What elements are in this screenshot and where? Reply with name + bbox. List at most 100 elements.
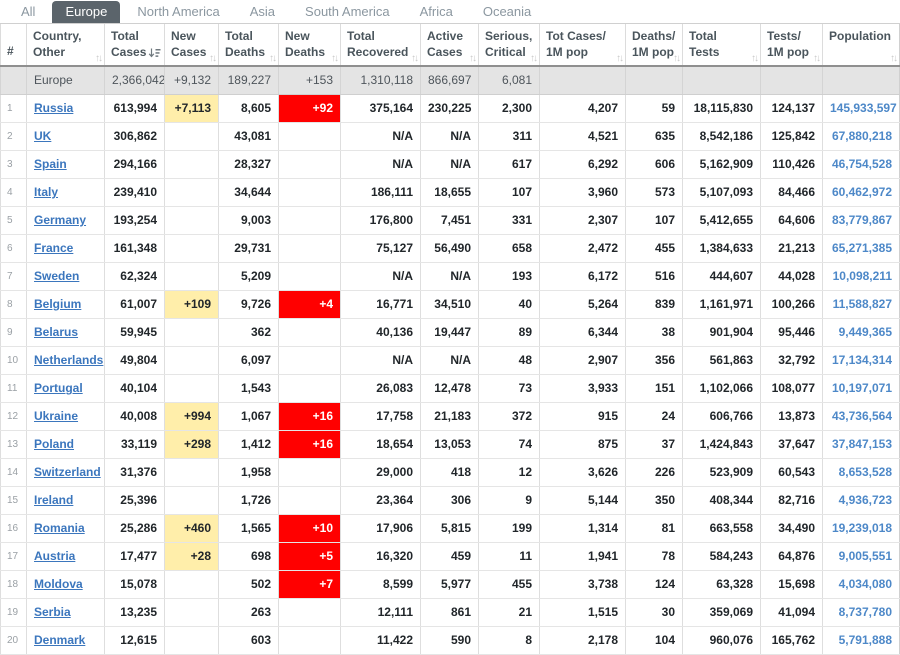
column-header-tests_1m[interactable]: Tests/1M pop ↑↓ xyxy=(760,23,823,67)
country-link[interactable]: Sweden xyxy=(34,269,80,284)
cell-population[interactable]: 17,134,314 xyxy=(822,346,900,375)
country-link[interactable]: Denmark xyxy=(34,633,86,648)
tab-europe[interactable]: Europe xyxy=(52,1,121,23)
cell-population[interactable]: 43,736,564 xyxy=(822,402,900,431)
cell-serious: 331 xyxy=(478,206,540,235)
cell-tests_1m: 64,876 xyxy=(760,542,823,571)
cell-population[interactable]: 8,737,780 xyxy=(822,598,900,627)
cell-total_cases: 13,235 xyxy=(104,598,165,627)
column-header-population[interactable]: Population ↑↓ xyxy=(822,23,900,67)
cell-active_cases: 21,183 xyxy=(420,402,479,431)
column-header-total_cases[interactable]: Total Cases xyxy=(104,23,165,67)
country-link[interactable]: Netherlands xyxy=(34,353,104,368)
country-link[interactable]: Serbia xyxy=(34,605,71,620)
tab-south-america[interactable]: South America xyxy=(305,4,390,19)
sort-desc-icon[interactable] xyxy=(148,48,161,59)
cell-total_recovered: 17,906 xyxy=(340,514,421,543)
cell-population[interactable]: 83,779,867 xyxy=(822,206,900,235)
sort-arrows-icon[interactable]: ↑↓ xyxy=(616,53,624,65)
country-link[interactable]: Austria xyxy=(34,549,76,564)
table-row-romania: 16 Romania 25,286 +460 1,565 +10 17,906 5,815 19… xyxy=(0,514,900,543)
cell-population[interactable]: 4,034,080 xyxy=(822,570,900,599)
column-header-new_cases[interactable]: New Cases ↑↓ xyxy=(164,23,219,67)
cell-serious: 48 xyxy=(478,346,540,375)
sort-arrows-icon[interactable]: ↑↓ xyxy=(331,53,339,65)
sort-arrows-icon[interactable]: ↑↓ xyxy=(469,53,477,65)
column-header-total_deaths[interactable]: Total Deaths ↑↓ xyxy=(218,23,279,67)
country-link[interactable]: Spain xyxy=(34,157,67,172)
sort-arrows-icon[interactable]: ↑↓ xyxy=(95,53,103,65)
column-header-total_tests[interactable]: Total Tests ↑↓ xyxy=(682,23,761,67)
cell-population[interactable]: 46,754,528 xyxy=(822,150,900,179)
cell-deaths_1m: 107 xyxy=(625,206,683,235)
sort-arrows-icon[interactable]: ↑↓ xyxy=(751,53,759,65)
column-header-serious[interactable]: Serious, Critical ↑↓ xyxy=(478,23,540,67)
cell-deaths_1m: 635 xyxy=(625,122,683,151)
cell-population[interactable]: 10,197,071 xyxy=(822,374,900,403)
tab-oceania[interactable]: Oceania xyxy=(482,4,532,19)
country-link[interactable]: Moldova xyxy=(34,577,83,592)
country-link[interactable]: Belgium xyxy=(34,297,82,312)
cell-total_tests: 1,102,066 xyxy=(682,374,761,403)
country-link[interactable]: Poland xyxy=(34,437,75,452)
tab-all[interactable]: All xyxy=(21,4,36,19)
country-link[interactable]: France xyxy=(34,241,74,256)
sort-arrows-icon[interactable]: ↑↓ xyxy=(530,53,538,65)
country-link[interactable]: UK xyxy=(34,129,52,144)
cell-new_deaths: +4 xyxy=(278,290,341,319)
cell-cases_1m: 4,207 xyxy=(539,94,626,123)
country-link[interactable]: Switzerland xyxy=(34,465,101,480)
cell-total_cases: 49,804 xyxy=(104,346,165,375)
cell-population[interactable]: 19,239,018 xyxy=(822,514,900,543)
cell-idx: 16 xyxy=(0,514,27,543)
cell-tests_1m: 124,137 xyxy=(760,94,823,123)
country-link[interactable]: Italy xyxy=(34,185,59,200)
tab-north-america[interactable]: North America xyxy=(137,4,220,19)
cell-population[interactable]: 8,653,528 xyxy=(822,458,900,487)
cell-cases_1m: 6,292 xyxy=(539,150,626,179)
cell-population[interactable]: 10,098,211 xyxy=(822,262,900,291)
country-link[interactable]: Belarus xyxy=(34,325,79,340)
cell-population[interactable]: 60,462,972 xyxy=(822,178,900,207)
column-header-total_recovered[interactable]: Total Recovered ↑↓ xyxy=(340,23,421,67)
cell-country: France xyxy=(26,234,105,263)
cell-population[interactable]: 4,936,723 xyxy=(822,486,900,515)
cell-total_deaths: 8,605 xyxy=(218,94,279,123)
column-header-deaths_1m[interactable]: Deaths/1M pop ↑↓ xyxy=(625,23,683,67)
cell-deaths_1m: 606 xyxy=(625,150,683,179)
cell-country: Romania xyxy=(26,514,105,543)
tab-africa[interactable]: Africa xyxy=(419,4,453,19)
sort-arrows-icon[interactable]: ↑↓ xyxy=(209,53,217,65)
cell-population[interactable]: 9,449,365 xyxy=(822,318,900,347)
cell-population[interactable]: 145,933,597 xyxy=(822,94,900,123)
cell-population[interactable]: 37,847,153 xyxy=(822,430,900,459)
cell-active_cases: 861 xyxy=(420,598,479,627)
country-link[interactable]: Ireland xyxy=(34,493,74,508)
table-row-ireland: 15 Ireland 25,396 1,726 23,364 306 9 5,144 350 40… xyxy=(0,486,900,515)
column-header-cases_1m[interactable]: Tot Cases/1M pop ↑↓ xyxy=(539,23,626,67)
sort-arrows-icon[interactable]: ↑↓ xyxy=(890,53,898,65)
column-header-active_cases[interactable]: Active Cases ↑↓ xyxy=(420,23,479,67)
cell-population[interactable]: 65,271,385 xyxy=(822,234,900,263)
country-link[interactable]: Germany xyxy=(34,213,87,228)
column-header-new_deaths[interactable]: New Deaths ↑↓ xyxy=(278,23,341,67)
cell-new_cases xyxy=(164,486,219,515)
column-header-country[interactable]: Country, Other ↑↓ xyxy=(26,23,105,67)
sort-arrows-icon[interactable]: ↑↓ xyxy=(269,53,277,65)
cell-deaths_1m: 573 xyxy=(625,178,683,207)
cell-population[interactable]: 11,588,827 xyxy=(822,290,900,319)
country-link[interactable]: Ukraine xyxy=(34,409,79,424)
sort-arrows-icon[interactable]: ↑↓ xyxy=(673,53,681,65)
cell-cases_1m: 1,314 xyxy=(539,514,626,543)
tab-asia[interactable]: Asia xyxy=(249,4,276,19)
sort-arrows-icon[interactable]: ↑↓ xyxy=(411,53,419,65)
country-link[interactable]: Russia xyxy=(34,101,74,116)
country-link[interactable]: Portugal xyxy=(34,381,83,396)
cell-idx: 1 xyxy=(0,94,27,123)
cell-population[interactable]: 5,791,888 xyxy=(822,626,900,655)
cell-population[interactable]: 9,005,551 xyxy=(822,542,900,571)
country-link[interactable]: Romania xyxy=(34,521,85,536)
sort-arrows-icon[interactable]: ↑↓ xyxy=(813,53,821,65)
column-label: New Cases xyxy=(171,29,207,59)
cell-population[interactable]: 67,880,218 xyxy=(822,122,900,151)
